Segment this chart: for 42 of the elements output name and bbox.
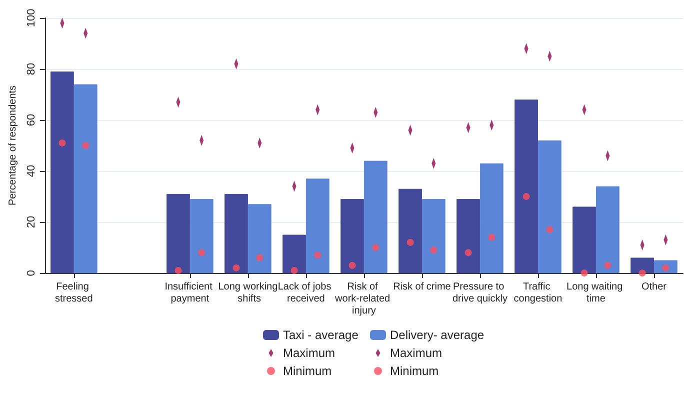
bar [166,194,190,273]
y-axis-title: Percentage of respondents [8,85,18,206]
bar [456,199,480,273]
bar [630,258,654,273]
x-tick-label: Long waiting time [566,282,626,304]
bar [596,186,620,273]
bar [190,199,214,273]
bar [224,194,248,273]
bar [74,84,98,273]
x-tick-label: Insufficient payment [164,282,216,304]
x-tick-label: Other [641,282,668,292]
x-tick-label: Traffic congestion [514,282,562,304]
x-tick-label: Lack of jobs received [278,282,334,304]
y-tick-label: 0 [25,270,38,276]
legend-label: Minimum [390,364,439,378]
bar [248,204,272,273]
bar [340,199,364,273]
bar [538,140,562,273]
legend-label: Maximum [283,346,336,360]
legend-label: Maximum [390,346,442,360]
bar [282,234,306,273]
bar [422,199,446,273]
x-tick-label: Long working shifts [218,282,278,304]
bar [514,100,538,273]
bar [572,206,596,273]
legend-label: Minimum [283,364,332,378]
x-tick-label: Pressure to drive quickly [452,282,508,304]
bar [480,163,504,273]
bar [398,188,422,273]
legend-label: Taxi - average [283,328,359,342]
bar [364,160,388,273]
x-tick-label: Risk of work-related injury [334,282,393,316]
y-tick-label: 60 [25,114,38,126]
y-tick-label: 80 [25,62,38,76]
y-tick-label: 40 [25,164,38,178]
x-tick-label: Risk of crime [393,282,452,292]
bar [306,178,330,273]
y-tick-label: 20 [25,216,38,228]
x-tick-label: Feeling stressed [55,282,93,304]
legend-label: Delivery- average [390,328,484,342]
y-tick-label: 100 [25,8,38,28]
bar [50,72,74,273]
